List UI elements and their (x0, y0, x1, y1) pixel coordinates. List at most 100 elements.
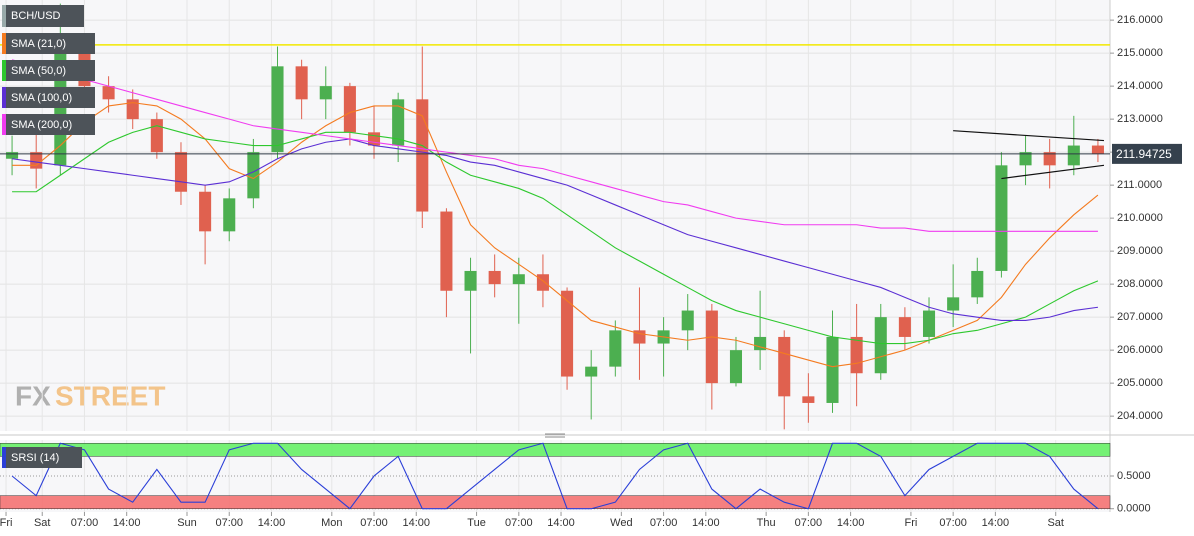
candle-body (367, 132, 381, 146)
y-tick-label: 215.0000 (1117, 47, 1163, 59)
candle-body (1091, 145, 1104, 154)
candle-body (199, 191, 212, 232)
candle-body (271, 66, 284, 153)
legend-label: SMA (200,0) (11, 119, 72, 131)
y-tick-label: 213.0000 (1117, 113, 1163, 125)
candle-body (971, 270, 984, 298)
legend-box (2, 87, 95, 108)
x-tick-label: Fri (905, 517, 918, 529)
candle-body (247, 152, 260, 199)
candle-body (150, 119, 163, 153)
legend-box (2, 114, 95, 135)
x-tick-label: 07:00 (360, 517, 388, 529)
x-tick-label: Tue (467, 517, 486, 529)
x-tick-label: 14:00 (402, 517, 430, 529)
candle-body (947, 297, 960, 311)
candle-body (440, 211, 453, 291)
candle-body (826, 336, 839, 403)
legend-swatch (2, 447, 6, 468)
legend-title: BCH/USD (11, 10, 61, 22)
x-tick-label: 14:00 (692, 517, 720, 529)
legend-swatch (2, 114, 6, 135)
x-tick-label: 07:00 (215, 517, 243, 529)
y-tick-label: 0.0000 (1117, 503, 1151, 515)
legend-box (2, 33, 95, 54)
candle-body (319, 86, 332, 100)
candle-body (126, 99, 139, 120)
x-tick-label: Wed (610, 517, 632, 529)
watermark: STREET (55, 380, 165, 411)
x-tick-label: 07:00 (71, 517, 99, 529)
y-tick-label: 205.0000 (1117, 377, 1163, 389)
candle-body (898, 317, 911, 337)
x-tick-label: Sun (177, 517, 197, 529)
candle-body (223, 198, 236, 232)
candle-body (922, 310, 936, 337)
candle-body (1043, 152, 1056, 166)
x-tick-label: Fri (0, 517, 12, 529)
y-tick-label: 206.0000 (1117, 344, 1163, 356)
candle-body (6, 152, 19, 159)
y-tick-label: 204.0000 (1117, 410, 1163, 422)
legend-box (2, 60, 95, 81)
x-tick-label: 07:00 (939, 517, 967, 529)
x-tick-label: Mon (321, 517, 342, 529)
candle-body (585, 366, 598, 377)
x-tick-label: 07:00 (505, 517, 533, 529)
x-tick-label: 14:00 (837, 517, 865, 529)
candle-body (295, 66, 308, 100)
series-line (11, 59, 1098, 232)
series-line (12, 125, 1099, 345)
y-tick-label: 209.0000 (1117, 245, 1163, 257)
candle-body (536, 274, 549, 291)
legend-label: SMA (100,0) (11, 92, 72, 104)
x-tick-label: Thu (757, 517, 776, 529)
candle-body (609, 330, 622, 367)
legend-box (2, 5, 84, 27)
legend-label: SRSI (14) (11, 452, 59, 464)
y-tick-label: 208.0000 (1117, 278, 1163, 290)
trendline (1001, 164, 1105, 180)
last-price-label: 211.94725 (1116, 147, 1172, 161)
candle-body (874, 317, 887, 374)
legend-swatch (2, 5, 6, 27)
y-tick-label: 207.0000 (1117, 311, 1163, 323)
candle-body (561, 290, 574, 377)
candle-body (681, 310, 694, 331)
candle-body (102, 86, 115, 100)
x-tick-label: 07:00 (795, 517, 823, 529)
plot: 204.0000 205.0000 206.0000 207.0000 208.0000… (0, 0, 1182, 529)
candle-body (778, 336, 791, 397)
x-tick-label: 14:00 (258, 517, 286, 529)
y-tick-label: 211.0000 (1117, 179, 1162, 191)
candle-body (416, 99, 429, 212)
candle-body (30, 152, 43, 169)
candle-body (488, 270, 501, 285)
x-tick-label: 07:00 (650, 517, 678, 529)
candle-body (754, 336, 767, 351)
band (0, 495, 1111, 509)
series-line (11, 138, 1099, 321)
candle-body (174, 152, 188, 192)
candle-body (343, 86, 356, 133)
y-tick-label: 210.0000 (1117, 212, 1163, 224)
candle-body (392, 99, 405, 146)
x-tick-label: 14:00 (982, 517, 1010, 529)
x-tick-label: Sat (34, 517, 51, 529)
legend-box (2, 447, 82, 468)
legend-swatch (2, 87, 6, 108)
x-tick-label: Sat (1047, 517, 1064, 529)
legend-swatch (2, 33, 6, 54)
x-tick-label: 14:00 (113, 517, 141, 529)
candle-body (1019, 152, 1032, 166)
series-line (11, 442, 1099, 510)
candle-body (464, 270, 477, 291)
series-line (12, 102, 1099, 368)
candle-body (995, 165, 1008, 271)
candle-body (802, 396, 815, 403)
y-tick-label: 214.0000 (1117, 80, 1163, 92)
band (0, 443, 1111, 457)
y-tick-label: 216.0000 (1117, 14, 1163, 26)
candle-body (512, 274, 525, 285)
